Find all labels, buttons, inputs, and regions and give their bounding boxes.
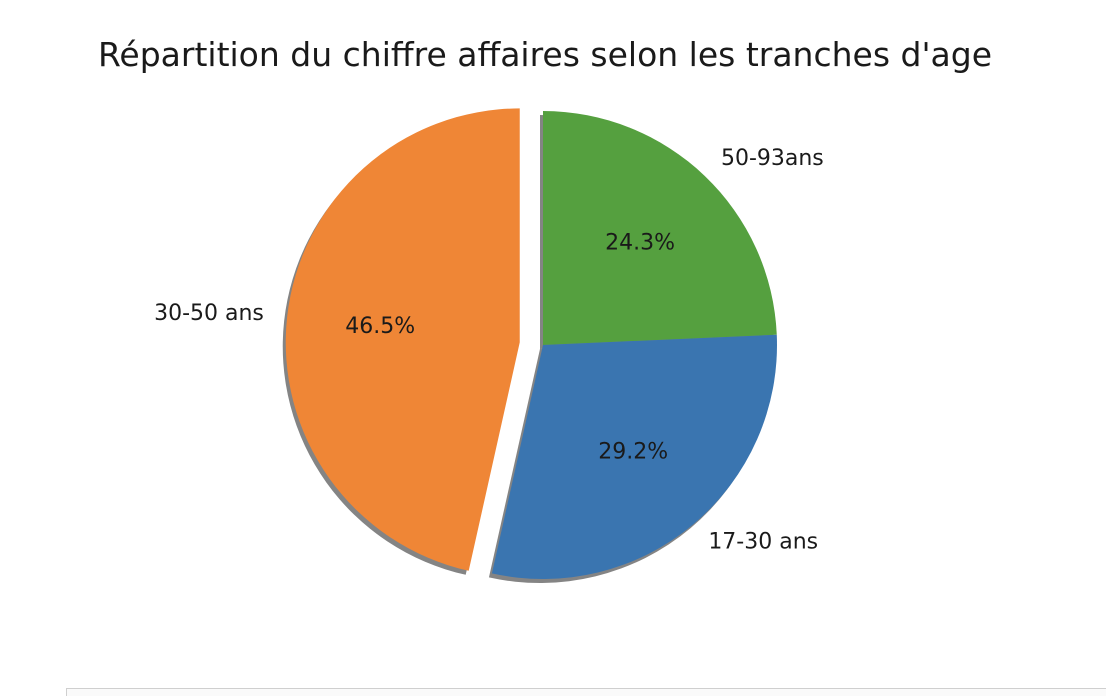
slice-percent-50-93ans: 24.3% <box>605 231 675 256</box>
pie-slice-17-30-ans <box>491 334 777 579</box>
slice-label-50-93ans: 50-93ans <box>721 146 824 171</box>
slice-label-17-30-ans: 17-30 ans <box>708 529 818 554</box>
pie-slices <box>285 108 777 579</box>
slice-percent-17-30-ans: 29.2% <box>598 440 668 465</box>
pie-slice-50-93ans <box>543 111 777 345</box>
slice-label-30-50-ans: 30-50 ans <box>154 301 264 326</box>
pie-labels: 50-93ans 24.3% 17-30 ans 29.2% 30-50 ans 46.5… <box>154 146 824 554</box>
pie-slice-30-50-ans <box>285 108 520 571</box>
slice-percent-30-50-ans: 46.5% <box>345 314 415 339</box>
chart-title: Répartition du chiffre affaires selon le… <box>98 35 992 74</box>
next-cell-edge <box>66 688 1106 696</box>
